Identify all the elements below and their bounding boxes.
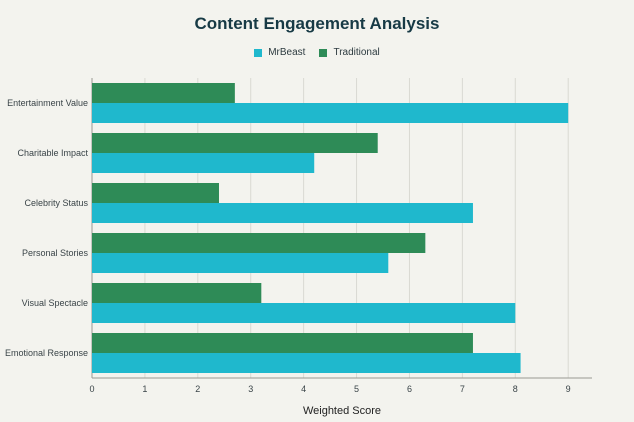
x-tick-label-9: 9 xyxy=(566,384,571,394)
x-tick-label-2: 2 xyxy=(195,384,200,394)
legend-item-mrbeast[interactable]: MrBeast xyxy=(254,47,305,58)
category-label-2: Celebrity Status xyxy=(24,198,88,208)
x-tick-label-3: 3 xyxy=(248,384,253,394)
bar-mrbeast-1 xyxy=(92,153,315,173)
x-tick-label-7: 7 xyxy=(460,384,465,394)
legend-label-mrbeast: MrBeast xyxy=(268,47,306,58)
chart-title: Content Engagement Analysis xyxy=(194,14,440,33)
legend-label-traditional: Traditional xyxy=(333,47,380,58)
bar-mrbeast-5 xyxy=(92,353,521,373)
legend-item-traditional[interactable]: Traditional xyxy=(319,47,380,58)
x-tick-label-5: 5 xyxy=(354,384,359,394)
bar-mrbeast-0 xyxy=(92,103,569,123)
bar-traditional-5 xyxy=(92,333,473,353)
x-axis-title: Weighted Score xyxy=(303,405,381,417)
x-tick-label-4: 4 xyxy=(301,384,306,394)
bar-mrbeast-2 xyxy=(92,203,473,223)
bar-traditional-2 xyxy=(92,183,219,203)
bar-traditional-1 xyxy=(92,133,378,153)
category-label-0: Entertainment Value xyxy=(7,98,88,108)
legend-swatch-mrbeast xyxy=(254,48,263,57)
category-label-3: Personal Stories xyxy=(22,248,89,258)
bar-traditional-0 xyxy=(92,83,235,103)
bar-traditional-4 xyxy=(92,283,262,303)
x-tick-label-6: 6 xyxy=(407,384,412,394)
category-label-5: Emotional Response xyxy=(5,348,88,358)
category-label-1: Charitable Impact xyxy=(17,148,88,158)
bar-mrbeast-3 xyxy=(92,253,389,273)
category-label-4: Visual Spectacle xyxy=(22,298,88,308)
legend-swatch-traditional xyxy=(319,48,328,57)
x-tick-label-0: 0 xyxy=(89,384,94,394)
x-tick-label-1: 1 xyxy=(142,384,147,394)
x-tick-label-8: 8 xyxy=(513,384,518,394)
legend: MrBeast Traditional xyxy=(0,47,634,58)
bar-traditional-3 xyxy=(92,233,426,253)
bar-mrbeast-4 xyxy=(92,303,516,323)
